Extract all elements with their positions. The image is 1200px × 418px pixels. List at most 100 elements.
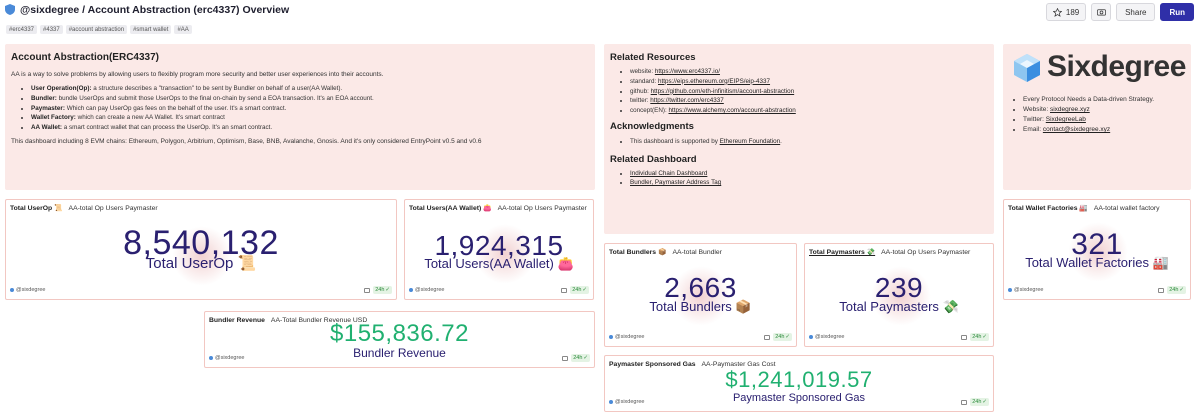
paymaster-gas-card: Paymaster Sponsored Gas AA-Paymaster Gas … [604, 355, 994, 412]
share-button[interactable]: Share [1116, 3, 1156, 21]
tag[interactable]: #erc4337 [6, 25, 38, 34]
user-avatar-icon [809, 335, 813, 339]
resource-link[interactable]: twitter: https://twitter.com/erc4337 [630, 96, 988, 106]
card-title: Total UserOp 📜 AA-total Op Users Paymaste… [10, 205, 158, 212]
camera-icon[interactable] [561, 287, 568, 293]
star-count: 189 [1065, 7, 1080, 17]
camera-icon[interactable] [562, 355, 569, 361]
camera-icon[interactable] [1158, 287, 1165, 293]
resources-title: Related Resources [610, 52, 696, 63]
counter-value: $1,241,019.57 [725, 367, 873, 392]
intro-footer: This dashboard including 8 EVM chains: E… [11, 137, 482, 145]
total-bundlers-card: Total Bundlers 📦 AA-total Bundler 2,663 T… [604, 243, 797, 347]
counter-value: 2,663 [664, 272, 737, 303]
user-avatar-icon [609, 400, 613, 404]
brand-email[interactable]: Email: contact@sixdegree.xyz [1023, 125, 1154, 135]
card-footer: @sixdegree 24h ✓ [209, 354, 590, 364]
list-item: Wallet Factory: which can create a new A… [31, 113, 589, 123]
counter-value: 8,540,132 [123, 224, 279, 262]
card-title: Paymaster Sponsored Gas AA-Paymaster Gas … [609, 361, 776, 368]
user-avatar-icon [209, 356, 213, 360]
screenshot-button[interactable] [1091, 3, 1112, 21]
card-footer: @sixdegree 24h ✓ [809, 333, 989, 343]
intro-panel: Account Abstraction(ERC4337) AA is a way… [5, 44, 595, 190]
related-link[interactable]: Individual Chain Dashboard [630, 169, 988, 179]
counter-value: $155,836.72 [330, 320, 469, 347]
related-title: Related Dashboard [610, 153, 697, 165]
list-item: AA Wallet: a smart contract wallet that … [31, 123, 589, 133]
related-links: Individual Chain Dashboard Bundler, Paym… [610, 169, 988, 189]
page-title: @sixdegree / Account Abstraction (erc433… [20, 4, 290, 16]
counter-label: Total Wallet Factories 🏭 [1025, 255, 1169, 270]
tag-list: #erc4337 #4337 #account abstraction #sma… [6, 25, 192, 34]
refresh-badge: 24h ✓ [373, 286, 392, 294]
ack-title: Acknowledgments [610, 120, 694, 132]
card-footer: @sixdegree 24h ✓ [609, 333, 792, 343]
refresh-badge: 24h ✓ [773, 333, 792, 341]
camera-icon[interactable] [961, 334, 968, 340]
resources-panel: Related Resources website: https://www.e… [604, 44, 994, 234]
user-avatar-icon [10, 288, 14, 292]
counter-label: Total Users(AA Wallet) 👛 [424, 256, 574, 271]
card-footer: @sixdegree 24h ✓ [10, 286, 392, 296]
refresh-badge: 24h ✓ [1167, 286, 1186, 294]
brand-info: Every Protocol Needs a Data-driven Strat… [1003, 95, 1154, 135]
tag[interactable]: #smart wallet [130, 25, 172, 34]
user-avatar-icon [1008, 288, 1012, 292]
star-icon [1052, 7, 1062, 17]
card-title: Bundler Revenue AA-Total Bundler Revenue … [209, 317, 368, 324]
resource-links: website: https://www.erc4337.io/ standar… [610, 67, 988, 116]
brand-twitter[interactable]: Twitter: SixdegreeLab [1023, 115, 1154, 125]
counter-value: 1,924,315 [434, 230, 564, 261]
star-button[interactable]: 189 [1046, 3, 1087, 21]
counter-label: Paymaster Sponsored Gas [732, 392, 866, 404]
card-footer: @sixdegree 24h ✓ [609, 398, 989, 408]
card-title: Total Users(AA Wallet) 👛 AA-total Op User… [409, 205, 587, 212]
shield-icon [5, 4, 15, 15]
resource-link[interactable]: standard: https://eips.ethereum.org/EIPS… [630, 77, 988, 87]
refresh-badge: 24h ✓ [570, 286, 589, 294]
brand-name: Sixdegree [1047, 50, 1186, 83]
resource-link[interactable]: github: https://github.com/eth-infinitis… [630, 87, 988, 97]
run-button[interactable]: Run [1160, 3, 1194, 21]
related-link[interactable]: Bundler, Paymaster Address Tag [630, 178, 988, 188]
camera-icon[interactable] [961, 399, 968, 405]
tag[interactable]: #4337 [40, 25, 63, 34]
total-factories-card: Total Wallet Factories 🏭 AA-total wallet … [1003, 199, 1191, 300]
resource-link[interactable]: concept(EN): https://www.alchemy.com/acc… [630, 106, 988, 116]
counter-value: 321 [1071, 228, 1123, 261]
refresh-badge: 24h ✓ [970, 398, 989, 406]
ack-item: This dashboard is supported by Ethereum … [630, 137, 988, 147]
definition-list: User Operation(Op): a structure describe… [11, 84, 589, 133]
user-avatar-icon [409, 288, 413, 292]
list-item: User Operation(Op): a structure describe… [31, 84, 589, 94]
header-actions: 189 Share Run [1046, 3, 1194, 21]
ack-list: This dashboard is supported by Ethereum … [610, 137, 988, 147]
tag[interactable]: #account abstraction [65, 25, 128, 34]
intro-description: AA is a way to solve problems by allowin… [11, 71, 384, 78]
counter-value: 239 [874, 272, 924, 303]
camera-icon[interactable] [764, 334, 771, 340]
counter-label: Total UserOp 📜 [145, 255, 257, 272]
counter-label: Total Paymasters 💸 [839, 299, 959, 314]
brand-website[interactable]: Website: sixdegree.xyz [1023, 105, 1154, 115]
list-item: Paymaster: Which can pay UserOp gas fees… [31, 104, 589, 114]
total-paymasters-card: Total Paymasters 💸 AA-total Op Users Paym… [804, 243, 994, 347]
resource-link[interactable]: website: https://www.erc4337.io/ [630, 67, 988, 77]
ack-link[interactable]: Ethereum Foundation [719, 137, 781, 145]
list-item: Bundler: bundle UserOps and submit those… [31, 94, 589, 104]
refresh-badge: 24h ✓ [970, 333, 989, 341]
card-footer: @sixdegree 24h ✓ [1008, 286, 1186, 296]
camera-icon[interactable] [364, 287, 371, 293]
refresh-badge: 24h ✓ [571, 354, 590, 362]
card-title: Total Bundlers 📦 AA-total Bundler [609, 249, 722, 256]
intro-title: Account Abstraction(ERC4337) [11, 52, 159, 63]
total-userop-card: Total UserOp 📜 AA-total Op Users Paymaste… [5, 199, 397, 300]
brand-tagline: Every Protocol Needs a Data-driven Strat… [1023, 95, 1154, 105]
card-footer: @sixdegree 24h ✓ [409, 286, 589, 296]
tag[interactable]: #AA [174, 25, 192, 34]
counter-label: Bundler Revenue [353, 346, 446, 360]
counter-label: Total Bundlers 📦 [649, 299, 752, 314]
user-avatar-icon [609, 335, 613, 339]
total-users-card: Total Users(AA Wallet) 👛 AA-total Op User… [404, 199, 594, 300]
